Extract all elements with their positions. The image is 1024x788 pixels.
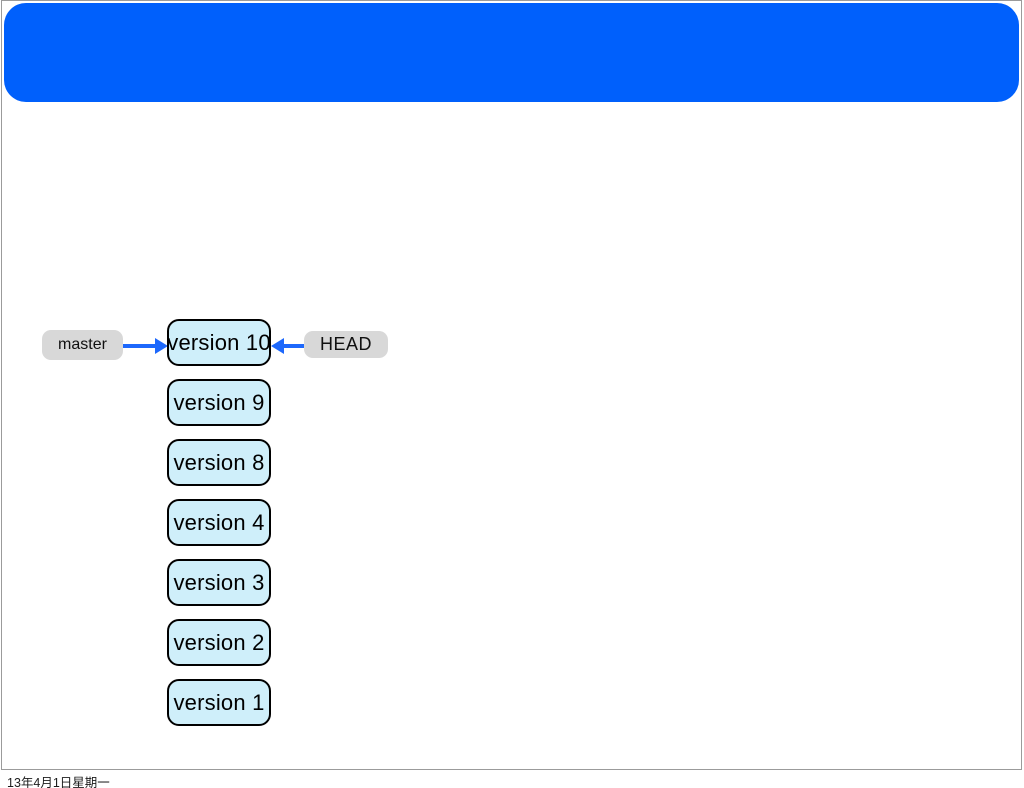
version-box: version 1 (167, 679, 271, 726)
version-box-label: version 1 (173, 689, 265, 715)
version-box: version 4 (167, 499, 271, 546)
version-box: version 8 (167, 439, 271, 486)
version-box-label: version 10 (167, 329, 271, 355)
master-arrow-icon (123, 338, 168, 354)
head-tag-label: HEAD (319, 334, 372, 354)
master-tag-label: master (58, 336, 107, 353)
version-box: version 10 (167, 319, 271, 366)
version-box-label: version 2 (173, 629, 265, 655)
head-tag: HEAD (304, 331, 388, 358)
version-box: version 2 (167, 619, 271, 666)
version-box-label: version 4 (173, 509, 265, 535)
slide-header-bar (4, 3, 1019, 102)
slide-date: 13年4月1日星期一 (7, 776, 110, 788)
head-arrow-icon (271, 338, 304, 354)
version-box: version 3 (167, 559, 271, 606)
version-box-label: version 3 (173, 569, 265, 595)
version-stack: version 10 version 9 version 8 version 4 ver… (167, 319, 271, 726)
version-box: version 9 (167, 379, 271, 426)
version-box-label: version 8 (173, 449, 265, 475)
master-tag: master (42, 330, 123, 360)
version-box-label: version 9 (173, 389, 265, 415)
slide: master version 10 version 9 version 8 versi… (1, 0, 1022, 770)
